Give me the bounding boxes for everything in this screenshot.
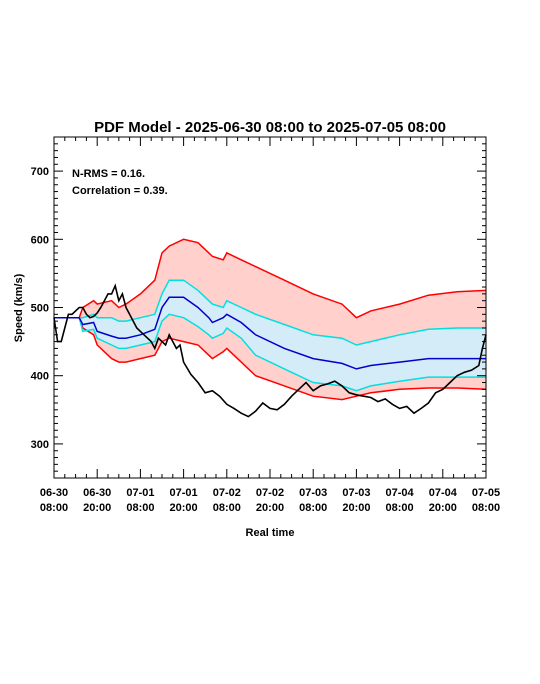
inner-upper-line: [54, 279, 486, 346]
x-tick-label-date: 07-01: [170, 487, 198, 499]
x-tick-label-time: 20:00: [256, 502, 284, 514]
inner-lower-line: [54, 313, 486, 392]
y-axis-label: Speed (km/s): [13, 273, 25, 342]
x-tick-label-time: 08:00: [472, 502, 500, 514]
x-tick-label-time: 20:00: [429, 502, 457, 514]
y-tick-label: 400: [31, 371, 49, 383]
chart-title: PDF Model - 2025-06-30 08:00 to 2025-07-…: [94, 119, 446, 136]
x-tick-label-time: 08:00: [40, 502, 68, 514]
annotation-nrms: N-RMS = 0.16.: [72, 168, 145, 180]
x-tick-label-time: 20:00: [170, 502, 198, 514]
median-line: [54, 296, 486, 370]
plot-area: [53, 136, 487, 479]
y-tick-label: 300: [31, 439, 49, 451]
x-tick-label-date: 07-03: [299, 487, 327, 499]
x-tick-label-time: 08:00: [213, 502, 241, 514]
x-tick-label-date: 07-03: [342, 487, 370, 499]
x-tick-label-time: 20:00: [83, 502, 111, 514]
x-tick-label-date: 07-02: [256, 487, 284, 499]
x-tick-label-date: 07-02: [213, 487, 241, 499]
x-tick-label-time: 20:00: [342, 502, 370, 514]
x-tick-label-time: 08:00: [299, 502, 327, 514]
outer-upper-line: [54, 238, 487, 319]
x-tick-label-date: 07-04: [386, 487, 415, 499]
y-tick-label: 600: [31, 234, 49, 246]
x-tick-label-date: 07-01: [126, 487, 154, 499]
y-tick-label: 500: [31, 303, 49, 315]
x-tick-label-date: 07-05: [472, 487, 500, 499]
x-tick-label-date: 06-30: [83, 487, 111, 499]
x-axis-label: Real time: [246, 527, 295, 539]
x-tick-label-time: 08:00: [126, 502, 154, 514]
observed-line: [53, 283, 487, 418]
annotation-correlation: Correlation = 0.39.: [72, 185, 168, 197]
y-tick-label: 700: [31, 166, 49, 178]
x-tick-label-date: 07-04: [429, 487, 458, 499]
y-axis: 300 400 500 600 700: [31, 136, 486, 479]
x-axis: 06-30 08:00 06-30 20:00 07-01 08:00 07-01 20:00…: [40, 137, 500, 514]
x-tick-label-date: 06-30: [40, 487, 68, 499]
x-tick-label-time: 08:00: [386, 502, 414, 514]
